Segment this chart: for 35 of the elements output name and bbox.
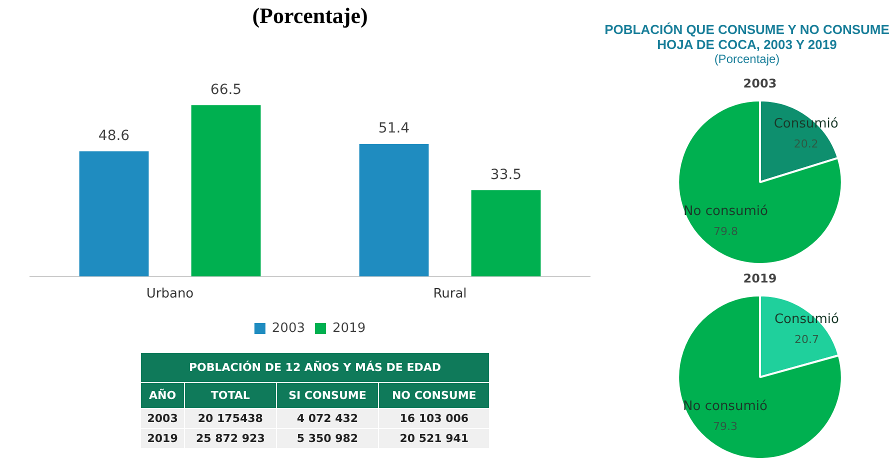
x-tick-label: Urbano <box>146 286 194 302</box>
text: 16 103 006 <box>378 408 490 428</box>
bar <box>79 151 149 276</box>
text: 20 175438 <box>184 408 276 428</box>
x-tick-label: Rural <box>433 286 467 302</box>
chart-title: 2019 <box>743 271 777 286</box>
data-label: 33.5 <box>490 166 522 183</box>
data-label: 79.8 <box>714 225 738 238</box>
text: SI CONSUME <box>276 382 379 408</box>
text: (Porcentaje) <box>713 52 781 66</box>
bar <box>191 105 261 276</box>
slice-label: No consumió <box>684 204 768 220</box>
data-label: 79.3 <box>712 420 738 433</box>
legend-label: 2019 <box>332 320 366 336</box>
text: TOTAL <box>184 382 276 408</box>
chart-title: (Porcentaje) <box>252 2 368 28</box>
text: 25 872 923 <box>184 428 276 448</box>
text: 2019 <box>140 428 185 448</box>
bar <box>471 190 541 276</box>
bar <box>359 144 429 276</box>
text: 5 350 982 <box>276 428 379 448</box>
data-label: 20.7 <box>794 332 819 346</box>
text: 4 072 432 <box>276 408 379 428</box>
text: POBLACIÓN DE 12 AÑOS Y MÁS DE EDAD <box>140 352 490 382</box>
data-label: 51.4 <box>378 120 410 137</box>
slice-label: No consumió <box>683 398 768 414</box>
text: POBLACIÓN QUE CONSUME Y NO CONSUME HOJA DE COCA, 2003 Y 2019 <box>604 22 890 52</box>
text: 20 521 941 <box>378 428 490 448</box>
legend-label: 2003 <box>272 320 306 336</box>
data-label: 66.5 <box>210 82 242 98</box>
text: NO CONSUME <box>378 382 490 408</box>
data-label: 48.6 <box>98 128 130 144</box>
text: AÑO <box>140 382 185 408</box>
chart-title: 2003 <box>743 76 777 90</box>
text: 2003 <box>140 408 185 428</box>
